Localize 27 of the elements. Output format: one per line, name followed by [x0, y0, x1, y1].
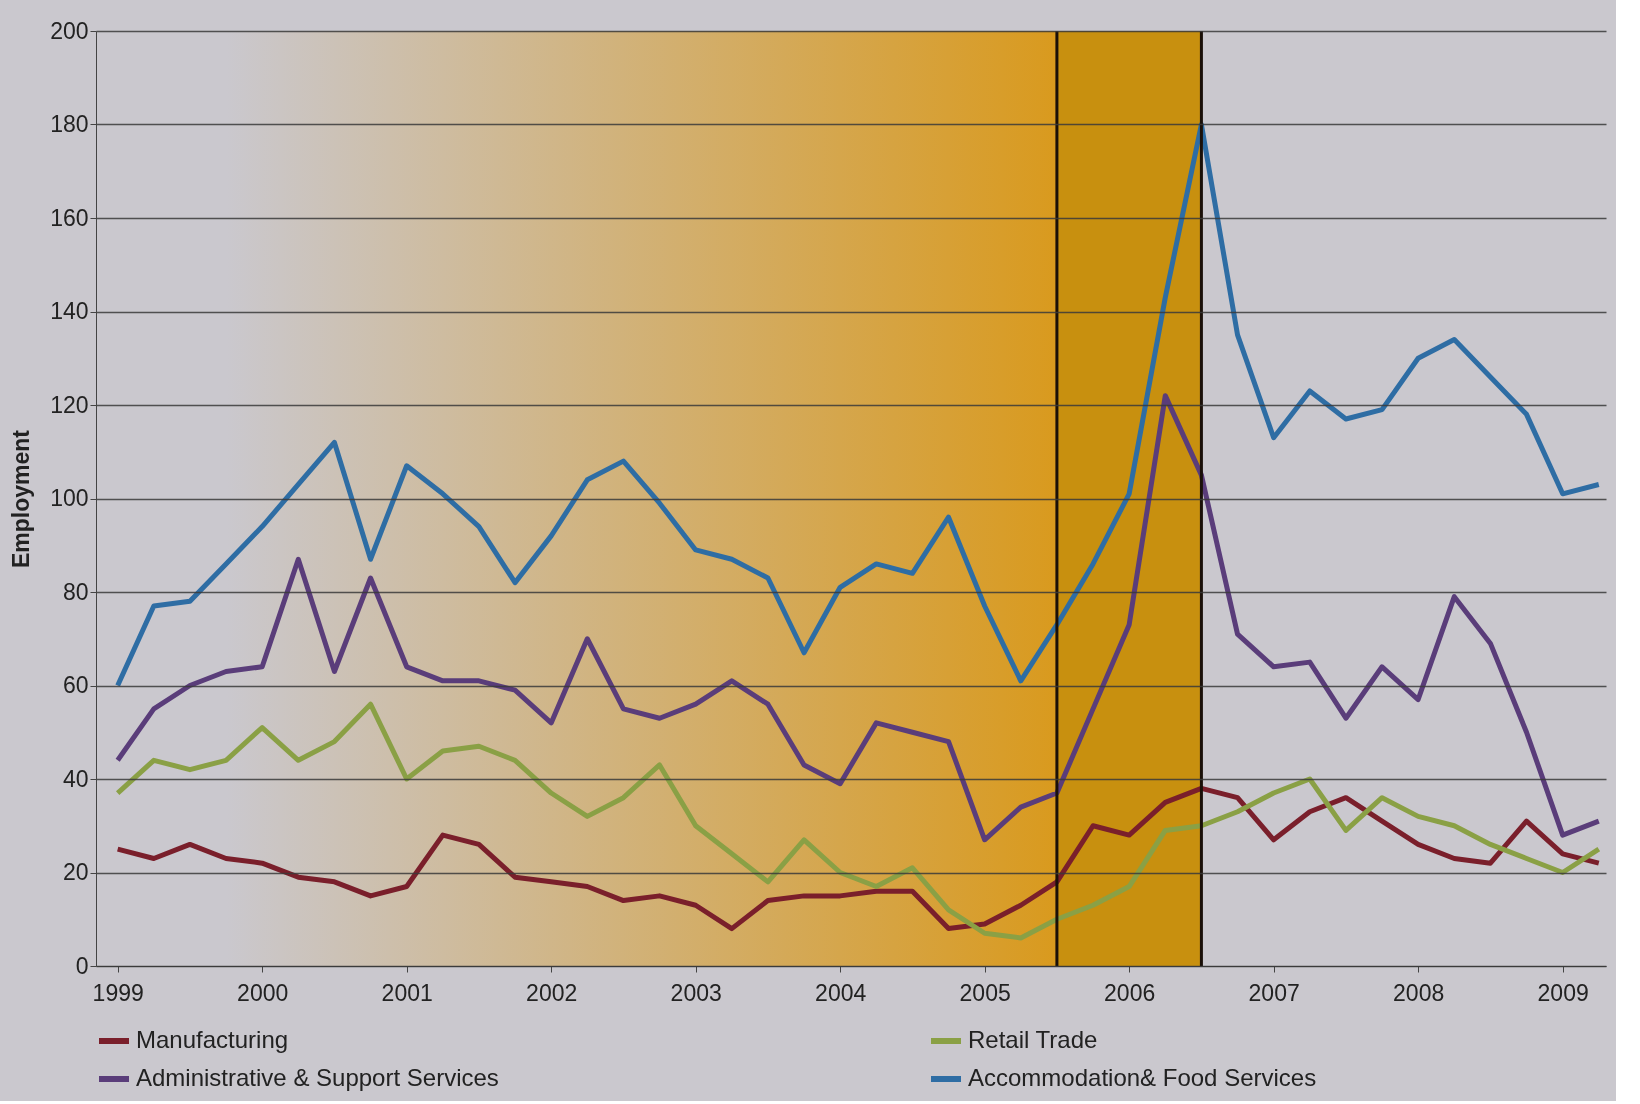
y-tick-label: 0	[75, 952, 89, 979]
legend-label: Administrative & Support Services	[136, 1064, 499, 1091]
legend-label: Retail Trade	[968, 1026, 1098, 1053]
x-tick-label: 2000	[237, 979, 289, 1006]
y-axis-title: Employment	[8, 429, 35, 569]
y-tick-label: 80	[62, 578, 89, 605]
x-tick-label: 2009	[1537, 979, 1589, 1006]
x-tick-label: 2008	[1393, 979, 1445, 1006]
y-tick-label: 140	[50, 298, 89, 324]
x-tick-label: 2007	[1248, 979, 1300, 1006]
y-tick-label: 20	[62, 859, 89, 885]
y-tick-label: 120	[50, 391, 89, 418]
x-tick-label: 2003	[670, 979, 722, 1006]
y-tick-label: 160	[50, 204, 89, 231]
x-tick-label: 2002	[526, 979, 578, 1006]
y-tick-label: 40	[62, 765, 89, 792]
y-tick-label: 180	[50, 111, 89, 137]
legend-label: Accommodation& Food Services	[968, 1064, 1317, 1091]
y-tick-label: 60	[62, 672, 89, 698]
x-tick-label: 2004	[815, 979, 867, 1006]
x-tick-label: 2005	[959, 979, 1011, 1006]
y-tick-label: 100	[50, 485, 89, 511]
y-tick-label: 200	[50, 17, 89, 44]
x-tick-label: 1999	[92, 979, 144, 1006]
x-tick-label: 2006	[1104, 979, 1156, 1006]
x-tick-label: 2001	[381, 979, 433, 1006]
legend-label: Manufacturing	[136, 1026, 289, 1053]
